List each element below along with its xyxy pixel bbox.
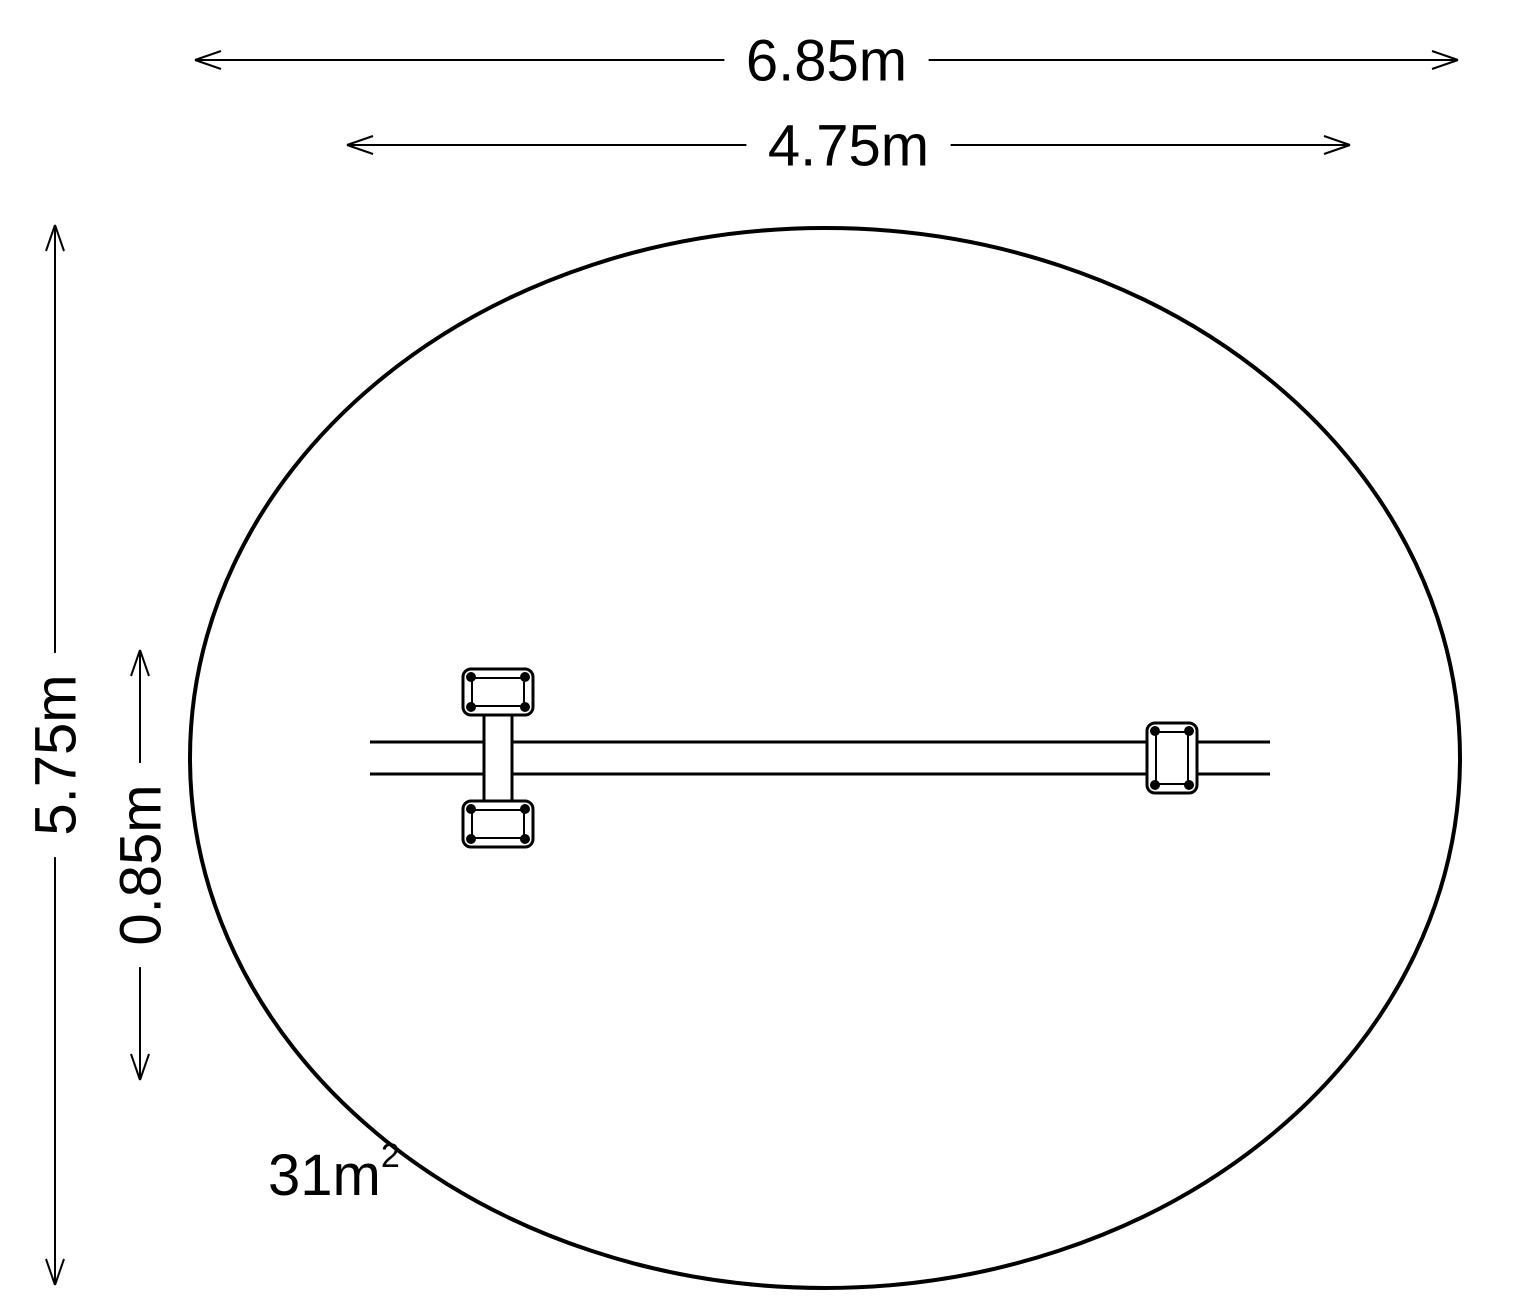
bracket-right-bolt-0 xyxy=(1150,726,1160,736)
bracket-right-bolt-2 xyxy=(1150,780,1160,790)
left-post xyxy=(484,715,512,801)
dim-top-inner-label: 4.75m xyxy=(768,113,929,178)
dim-top-outer-label: 6.85m xyxy=(746,28,907,93)
area-label: 31m2 xyxy=(268,1137,400,1208)
bracket-left-top-bolt-3 xyxy=(520,702,530,712)
canvas-bg xyxy=(0,0,1514,1305)
bracket-left-top-bolt-0 xyxy=(466,672,476,682)
bracket-left-bottom-bolt-0 xyxy=(466,804,476,814)
bracket-left-top-bolt-2 xyxy=(466,702,476,712)
bracket-left-bottom-bolt-2 xyxy=(466,834,476,844)
bracket-left-bottom-bolt-1 xyxy=(520,804,530,814)
dim-left-inner-label: 0.85m xyxy=(108,784,173,945)
bracket-right-bolt-1 xyxy=(1184,726,1194,736)
bracket-right-bolt-3 xyxy=(1184,780,1194,790)
dim-left-outer-label: 5.75m xyxy=(23,674,88,835)
bracket-left-bottom-bolt-3 xyxy=(520,834,530,844)
bracket-left-top-bolt-1 xyxy=(520,672,530,682)
